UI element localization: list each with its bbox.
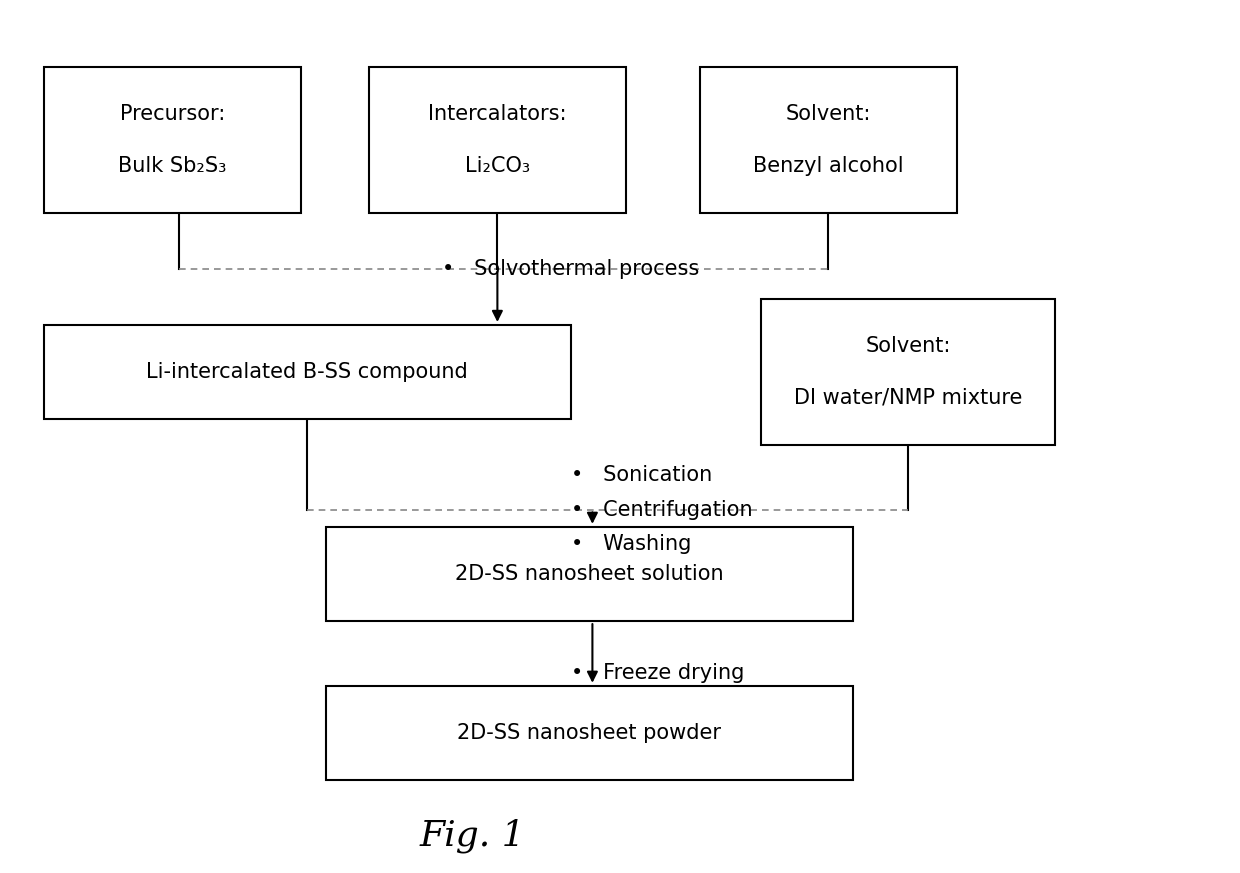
Bar — [368, 67, 626, 213]
Text: Precursor:: Precursor: — [120, 105, 226, 124]
Text: DI water/NMP mixture: DI water/NMP mixture — [794, 388, 1022, 408]
Text: Fig. 1: Fig. 1 — [420, 819, 526, 853]
Text: Solvent:: Solvent: — [786, 105, 872, 124]
Text: •   Solvothermal process: • Solvothermal process — [443, 259, 699, 279]
Bar — [326, 685, 853, 780]
Text: 2D-SS nanosheet solution: 2D-SS nanosheet solution — [455, 564, 724, 584]
Text: Bulk Sb₂S₃: Bulk Sb₂S₃ — [118, 156, 227, 175]
Bar — [699, 67, 957, 213]
Text: 2D-SS nanosheet powder: 2D-SS nanosheet powder — [458, 723, 722, 743]
Bar — [761, 299, 1055, 445]
Text: •   Sonication: • Sonication — [570, 465, 712, 485]
Bar — [43, 67, 301, 213]
Bar — [326, 526, 853, 622]
Text: Li₂CO₃: Li₂CO₃ — [465, 156, 529, 175]
Text: •   Centrifugation: • Centrifugation — [570, 499, 753, 519]
Bar — [43, 325, 570, 419]
Text: Benzyl alcohol: Benzyl alcohol — [753, 156, 904, 175]
Text: •   Washing: • Washing — [570, 534, 692, 553]
Text: •   Freeze drying: • Freeze drying — [570, 663, 744, 683]
Text: Solvent:: Solvent: — [866, 336, 951, 356]
Text: Intercalators:: Intercalators: — [428, 105, 567, 124]
Text: Li-intercalated B-SS compound: Li-intercalated B-SS compound — [146, 362, 469, 382]
